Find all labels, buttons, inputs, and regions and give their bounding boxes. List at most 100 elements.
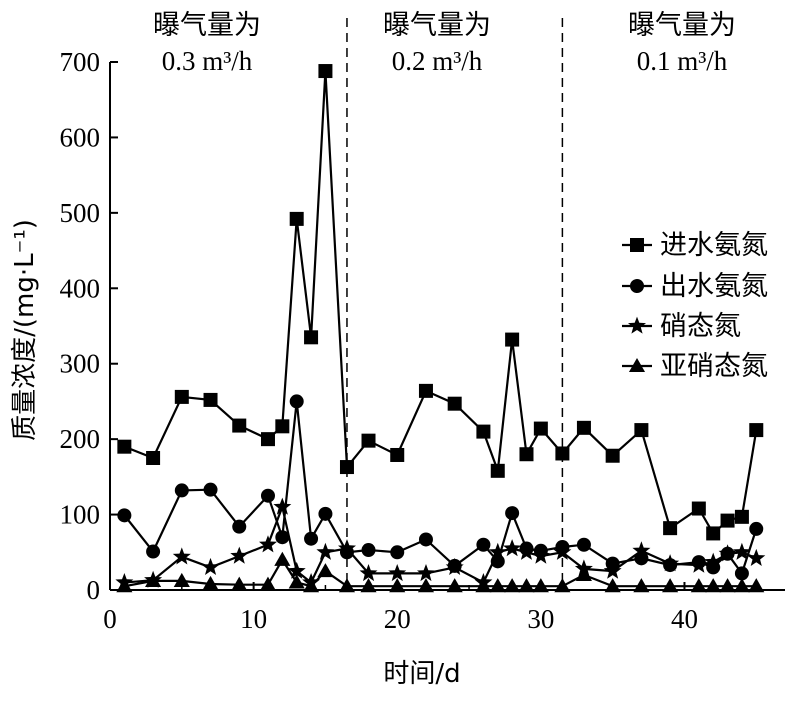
triangle-marker [389, 578, 406, 593]
triangle-marker [532, 578, 549, 593]
triangle-marker [259, 576, 277, 591]
x-axis-ticks: 0 10 20 30 40 [103, 582, 758, 634]
square-marker [691, 501, 706, 516]
plot-area: 0 100 200 300 400 500 600 700 0 10 20 30 40 [60, 18, 785, 634]
circle-marker [418, 532, 433, 547]
triangle-marker [554, 578, 571, 593]
star-marker [259, 535, 277, 553]
y-tick-label: 600 [60, 122, 101, 152]
square-marker [519, 447, 534, 462]
triangle-marker [145, 572, 162, 587]
y-axis-ticks: 0 100 200 300 400 500 600 700 [60, 47, 118, 605]
square-marker [418, 383, 433, 398]
square-marker [260, 432, 275, 447]
y-axis-label: 质量浓度/(mg·L⁻¹) [10, 219, 40, 441]
triangle-marker [733, 578, 750, 593]
square-marker [476, 424, 491, 439]
star-marker [359, 564, 378, 582]
region-dividers [346, 18, 564, 590]
star-marker [747, 548, 766, 566]
square-marker [146, 451, 161, 465]
star-marker [531, 546, 550, 564]
triangle-marker [360, 578, 377, 593]
triangle-marker [719, 578, 736, 593]
legend-label: 亚硝态氮 [660, 351, 768, 382]
circle-marker [476, 537, 491, 552]
square-marker [289, 211, 304, 226]
region-label-line2: 0.3 m³/h [162, 46, 253, 76]
star-marker [732, 542, 751, 560]
region-label-line2: 0.1 m³/h [637, 46, 728, 76]
star-marker [689, 555, 708, 573]
legend-label: 硝态氮 [660, 311, 741, 342]
square-marker [232, 418, 247, 433]
square-marker [505, 332, 520, 347]
triangle-marker [417, 578, 435, 593]
triangle-marker [489, 578, 506, 593]
triangle-marker [338, 578, 356, 593]
circle-marker [289, 394, 304, 409]
region-labels: 曝气量为 0.3 m³/h 曝气量为 0.2 m³/h 曝气量为 0.1 m³/h [153, 10, 736, 76]
triangle-marker [690, 578, 707, 593]
star-marker [488, 542, 507, 560]
series-line-3 [124, 503, 757, 585]
triangle-marker [173, 572, 190, 587]
square-marker [490, 463, 505, 478]
circle-marker [505, 506, 520, 521]
x-tick-label: 0 [103, 604, 117, 634]
square-marker [634, 423, 649, 438]
square-marker [749, 423, 764, 438]
square-marker [576, 420, 591, 435]
x-tick-label: 20 [384, 604, 411, 634]
triangle-marker [575, 566, 592, 581]
circle-marker [232, 519, 247, 534]
circle-marker [734, 566, 749, 581]
star-marker [718, 544, 737, 562]
series-line-2 [123, 401, 758, 576]
star-marker [316, 542, 335, 560]
square-marker [304, 330, 319, 345]
square-marker [663, 521, 678, 536]
legend-label: 出水氨氮 [660, 271, 768, 302]
y-tick-label: 400 [60, 273, 101, 303]
circle-marker [630, 279, 644, 293]
star-marker [661, 554, 680, 572]
square-marker [533, 421, 548, 436]
circle-marker [576, 537, 591, 552]
square-marker [174, 389, 189, 404]
star-marker [553, 542, 572, 560]
square-marker [117, 439, 132, 454]
square-marker [555, 446, 570, 461]
circle-marker [260, 488, 275, 503]
circle-marker [275, 530, 290, 545]
series-line-1 [123, 71, 758, 536]
triangle-marker [628, 357, 646, 373]
square-marker [361, 433, 376, 448]
triangle-marker [633, 578, 650, 593]
star-marker [628, 316, 646, 334]
circle-marker [117, 508, 132, 523]
region-label-line2: 0.2 m³/h [392, 46, 483, 76]
circle-marker [146, 544, 161, 559]
x-tick-label: 10 [240, 604, 267, 634]
triangle-marker [475, 578, 492, 593]
square-marker [720, 513, 735, 528]
triangle-marker [662, 578, 679, 593]
star-marker [172, 547, 191, 565]
triangle-marker [518, 578, 535, 593]
square-marker [630, 238, 644, 252]
x-axis-label: 时间/d [383, 659, 460, 689]
triangle-marker [116, 578, 133, 593]
triangle-marker [604, 578, 621, 593]
triangle-marker [288, 574, 305, 589]
star-marker [417, 564, 435, 582]
circle-marker [203, 482, 218, 497]
legend-label: 进水氨氮 [660, 230, 768, 261]
y-tick-label: 0 [87, 575, 101, 605]
circle-marker [490, 554, 505, 569]
star-marker [704, 552, 723, 570]
square-marker [605, 448, 620, 463]
star-marker [230, 546, 249, 564]
